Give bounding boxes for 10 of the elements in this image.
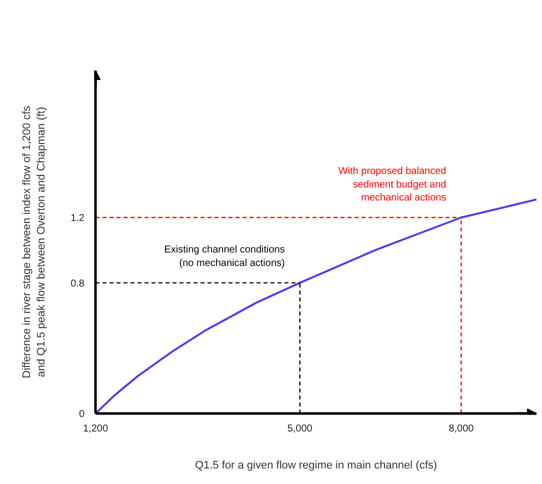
x-tick-label: 1,200 [82,424,108,434]
y-tick-label: 0.8 [70,278,85,290]
x-tick-label: 8,000 [448,424,474,434]
ref-line-label: Existing channel conditions (no mechanical actions) [164,244,285,269]
y-axis-title: Difference in river stage between index flow of 1,200 cfs and Q1.5 peak flow between Overton and Chapman (ft) [21,105,48,378]
y-tick-label: 0 [78,409,85,420]
y-tick-label: 1.2 [70,213,85,224]
ref-line-label: With proposed balanced sediment budget and mechanical actions [338,166,446,204]
x-tick-label: 5,000 [287,424,313,434]
x-axis-title: Q1.5 for a given flow regime in main channel (cfs) [194,460,438,472]
